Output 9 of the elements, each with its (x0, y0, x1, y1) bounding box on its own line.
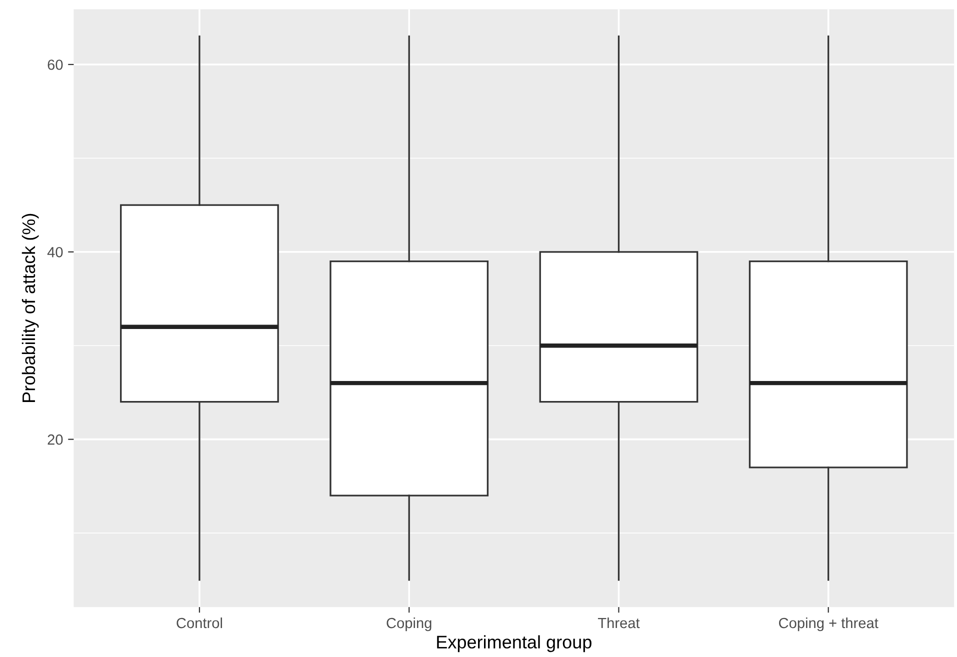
y-tick-label: 40 (47, 247, 63, 258)
x-tick-label: Control (176, 617, 222, 628)
y-axis-title: Probability of attack (%) (22, 214, 39, 402)
y-tick-label: 60 (48, 60, 63, 70)
x-tick-label: Coping (386, 617, 432, 632)
y-tick-label: 20 (48, 434, 63, 445)
x-tick-label: Coping + threat (779, 617, 878, 632)
x-axis-title: Experimental group (437, 635, 592, 652)
x-tick-label: Threat (598, 617, 640, 628)
